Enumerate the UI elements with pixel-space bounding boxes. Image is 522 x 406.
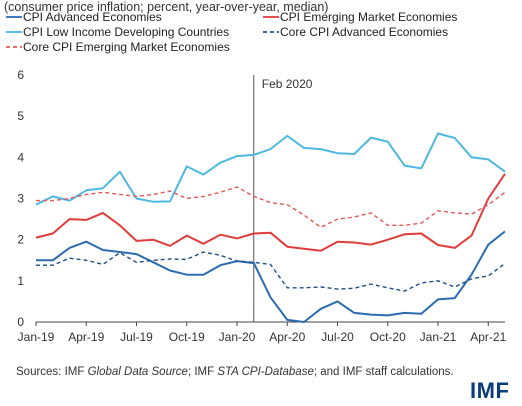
series-line-4 xyxy=(36,251,506,292)
y-tick-label: 0 xyxy=(17,315,24,329)
y-tick-label: 2 xyxy=(17,233,24,247)
source-gds: Global Data Source xyxy=(87,366,188,378)
source-prefix: Sources: IMF xyxy=(16,366,88,378)
x-tick-label: Jan-21 xyxy=(420,330,457,344)
series-line-2 xyxy=(35,173,506,252)
imf-logo: IMF xyxy=(470,378,510,403)
source-sta: STA CPI-Database xyxy=(217,366,314,378)
x-tick-label: Oct-20 xyxy=(370,330,406,344)
source-note: Sources: IMF Global Data Source; IMF STA… xyxy=(16,366,454,378)
legend-label: CPI Emerging Market Economies xyxy=(280,10,457,24)
x-tick-label: Jul-19 xyxy=(120,330,153,344)
series-line-1 xyxy=(36,230,506,323)
x-tick-label: Apr-19 xyxy=(68,330,104,344)
y-tick-label: 5 xyxy=(17,109,24,123)
axes: 0 1 2 3 4 5 6 Jan-19 Apr-19 Jul-19 Oct-19 Jan-20 Apr… xyxy=(17,68,506,344)
y-tick-label: 1 xyxy=(17,274,24,288)
legend-label: CPI Advanced Economies xyxy=(23,10,162,24)
legend-label: CPI Low Income Developing Countries xyxy=(23,25,229,39)
x-tick-label: Apr-21 xyxy=(470,330,506,344)
source-mid: ; IMF xyxy=(187,366,218,378)
series-layer xyxy=(35,132,506,323)
y-tick-label: 4 xyxy=(17,150,24,164)
x-tick-label: Jan-20 xyxy=(219,330,256,344)
x-tick-label: Jan-19 xyxy=(18,330,55,344)
x-tick-label: Apr-20 xyxy=(269,330,305,344)
annotation-label: Feb 2020 xyxy=(262,77,313,91)
line-chart: CPI Advanced Economies CPI Emerging Marke… xyxy=(6,10,507,344)
source-suffix: ; and IMF staff calculations. xyxy=(313,366,454,378)
chart-subtitle: (consumer price inflation; percent, year… xyxy=(4,0,329,14)
legend-label: Core CPI Emerging Market Economies xyxy=(23,40,230,54)
x-tick-label: Jul-20 xyxy=(321,330,354,344)
y-tick-label: 6 xyxy=(17,68,24,82)
series-line-5 xyxy=(36,186,506,229)
x-tick-label: Oct-19 xyxy=(169,330,205,344)
series-line-3 xyxy=(35,132,506,206)
legend-label: Core CPI Advanced Economies xyxy=(280,25,448,39)
chart-legend: CPI Advanced Economies CPI Emerging Marke… xyxy=(6,10,457,54)
y-tick-label: 3 xyxy=(17,192,24,206)
